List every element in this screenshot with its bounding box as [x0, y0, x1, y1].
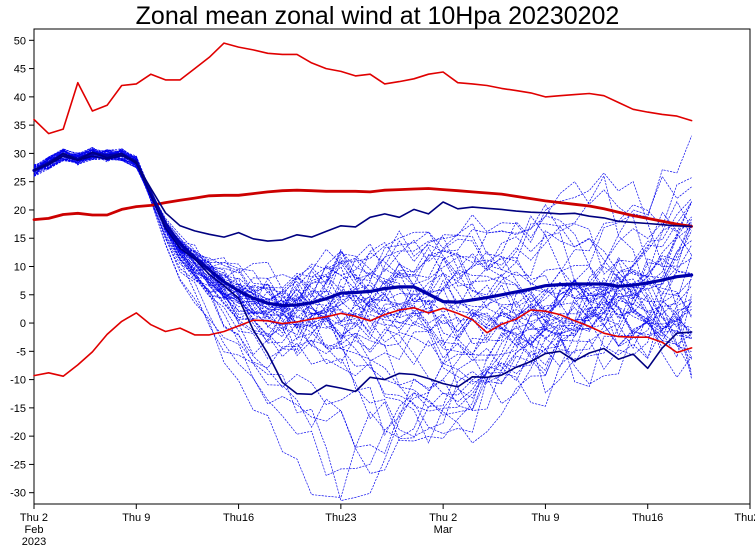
ensemble-member-line — [33, 148, 692, 407]
ensemble-member-line — [33, 152, 692, 442]
y-tick-label: 35 — [14, 120, 26, 132]
x-tick-label: Thu 9 — [122, 512, 150, 524]
x-tick-sublabel: Feb — [25, 524, 44, 536]
ensemble-member-line — [33, 148, 692, 371]
x-tick-label: Thu16 — [632, 512, 663, 524]
series-line-operational-high — [33, 151, 693, 242]
ensemble-member-line — [33, 150, 692, 376]
ensemble-member-line — [33, 151, 692, 338]
ensemble-member-line — [33, 135, 692, 498]
x-tick-label: Thu 9 — [531, 512, 559, 524]
chart-series — [32, 42, 694, 396]
y-tick-label: 45 — [14, 64, 26, 76]
ensemble-member-line — [33, 148, 692, 359]
ensemble-member-line — [33, 149, 692, 476]
x-tick-label: Thu23 — [325, 512, 356, 524]
x-tick-sublabel: Mar — [434, 524, 453, 536]
x-tick-sublabel: 2023 — [22, 536, 46, 548]
ensemble-member-line — [33, 152, 692, 359]
series-line-climatology-max — [33, 42, 693, 135]
y-tick-label: 50 — [14, 35, 26, 47]
y-tick-label: -20 — [10, 431, 26, 443]
ensemble-member-line — [33, 149, 692, 339]
ensemble-member-line — [33, 147, 692, 379]
ensemble-member-line — [33, 149, 692, 354]
ensemble-member-line — [33, 149, 692, 378]
ensemble-member-line — [33, 149, 692, 474]
y-tick-label: 25 — [14, 177, 26, 189]
y-tick-label: -10 — [10, 375, 26, 387]
ensemble-member-line — [33, 152, 692, 340]
ensemble-member-line — [33, 152, 692, 337]
ensemble-member-line — [33, 150, 692, 396]
y-tick-label: 5 — [20, 290, 26, 302]
y-tick-label: 15 — [14, 233, 26, 245]
x-tick-label: Thu 2 — [429, 512, 457, 524]
y-tick-label: 0 — [20, 318, 26, 330]
ensemble-member-line — [33, 149, 692, 348]
y-tick-label: 20 — [14, 205, 26, 217]
series-line-climatology-mean — [32, 187, 693, 228]
ensemble-member-line — [33, 148, 692, 351]
y-tick-label: -5 — [16, 346, 26, 358]
y-tick-label: -25 — [10, 459, 26, 471]
chart-ticks: 50454035302520151050-5-10-15-20-25-30Thu… — [10, 35, 755, 548]
x-tick-label: Thu 2 — [20, 512, 48, 524]
ensemble-member-line — [33, 147, 692, 370]
ensemble-member-line — [33, 148, 692, 434]
series-line-operational-low — [33, 154, 693, 396]
chart-title: Zonal mean zonal wind at 10Hpa 20230202 — [135, 2, 620, 30]
x-tick-label: Thu16 — [223, 512, 254, 524]
x-tick-label: Thu23 — [734, 512, 755, 524]
y-tick-label: -15 — [10, 403, 26, 415]
y-tick-label: -30 — [10, 488, 26, 500]
y-tick-label: 10 — [14, 262, 26, 274]
series-line-climatology-min — [33, 306, 693, 378]
y-tick-label: 40 — [14, 92, 26, 104]
ensemble-member-line — [33, 150, 692, 411]
y-tick-label: 30 — [14, 148, 26, 160]
ensemble-member-line — [33, 150, 692, 349]
ensemble-member-line — [33, 149, 692, 338]
